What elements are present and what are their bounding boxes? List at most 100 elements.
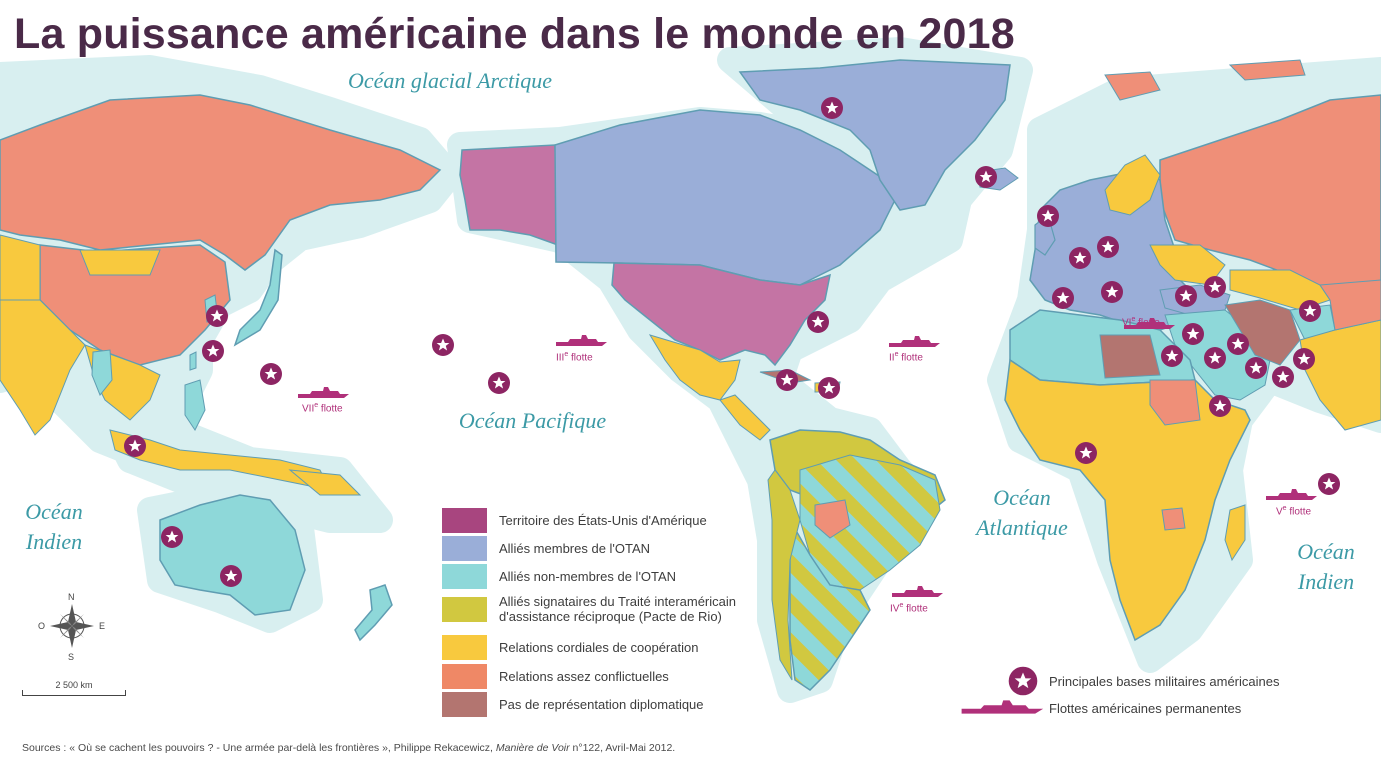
military-base-star-icon — [124, 435, 146, 457]
legend-swatch — [442, 564, 487, 589]
ocean-label-pacific: Océan Pacifique — [458, 408, 607, 433]
fleet-ship-icon — [961, 700, 1044, 714]
legend-label: Relations assez conflictuelles — [499, 669, 669, 684]
sudan — [1149, 379, 1201, 426]
legend-item-fleets: Flottes américaines permanentes — [955, 698, 1241, 718]
legend-item-usa: Territoire des États-Unis d'Amérique — [442, 508, 707, 533]
military-base-star-icon — [1204, 276, 1226, 298]
fleet-ship-icon — [889, 336, 940, 347]
legend-label: Principales bases militaires américaines — [1049, 673, 1280, 689]
new-zealand — [354, 584, 393, 642]
west-coast-sa — [767, 469, 801, 681]
source-note: Sources : « Où se cachent les pouvoirs ?… — [22, 742, 676, 754]
military-base-star-icon — [807, 311, 829, 333]
military-base-star-icon — [1037, 205, 1059, 227]
military-base-star-icon — [1182, 323, 1204, 345]
legend-swatch — [442, 635, 487, 660]
libya — [1099, 334, 1161, 379]
arctic-islands — [1104, 59, 1306, 101]
military-base-star-icon — [1175, 285, 1197, 307]
military-base-star-icon — [1209, 395, 1231, 417]
military-base-star-icon — [1101, 281, 1123, 303]
usa — [611, 262, 831, 367]
legend-label: Relations cordiales de coopération — [499, 640, 699, 655]
ocean-label-indian-east: Océan Indien — [1297, 539, 1355, 594]
legend-swatch — [442, 508, 487, 533]
india — [0, 299, 86, 436]
military-base-star-icon — [1318, 473, 1340, 495]
legend-item-non-nato: Alliés non-membres de l'OTAN — [442, 564, 676, 589]
greenland — [738, 59, 1011, 211]
scale-bar: 2 500 km — [22, 680, 126, 696]
military-base-star-icon — [206, 305, 228, 327]
military-base-star-icon — [776, 369, 798, 391]
fleet-label-sixth: VIe flotte — [1122, 316, 1160, 329]
scale-bar-line — [22, 690, 126, 696]
military-base-star-icon — [161, 526, 183, 548]
fleet-label-second: IIe flotte — [889, 351, 923, 364]
military-base-star-icon — [432, 334, 454, 356]
ocean-label-indian-west: Océan Indien — [25, 499, 83, 554]
compass-north: N — [68, 592, 75, 602]
military-base-star-icon — [488, 372, 510, 394]
military-base-star-icon — [1075, 442, 1097, 464]
bolivia — [814, 499, 851, 539]
legend-label: Alliés membres de l'OTAN — [499, 541, 651, 556]
military-base-star-icon — [975, 166, 997, 188]
base-star-icon — [1008, 666, 1038, 696]
legend-item-nato: Alliés membres de l'OTAN — [442, 536, 650, 561]
scale-label: 2 500 km — [55, 680, 93, 690]
brazil-stripes — [799, 454, 941, 591]
compass-west: O — [38, 621, 46, 631]
mongolia — [79, 249, 161, 276]
papua — [288, 469, 362, 496]
australia — [159, 494, 306, 616]
military-base-star-icon — [1097, 236, 1119, 258]
legend-item-rio: Alliés signataires du Traité interaméric… — [442, 594, 784, 624]
mexico — [648, 334, 741, 401]
fleet-ship-icon — [298, 387, 349, 398]
legend-item-cordial: Relations cordiales de coopération — [442, 635, 698, 660]
china-east — [1319, 279, 1381, 331]
military-base-star-icon — [1161, 345, 1183, 367]
japan — [233, 248, 283, 347]
legend-item-bases: Principales bases militaires américaines — [955, 664, 1279, 698]
alaska — [459, 144, 559, 247]
military-base-star-icon — [260, 363, 282, 385]
russia-east — [0, 94, 442, 271]
legend-label: Flottes américaines permanentes — [1049, 700, 1242, 716]
zimbabwe — [1161, 507, 1186, 531]
legend-item-conflict: Relations assez conflictuelles — [442, 664, 669, 689]
central-america — [719, 394, 771, 441]
legend-swatch — [442, 596, 487, 622]
legend-swatch — [442, 664, 487, 689]
military-base-star-icon — [1069, 247, 1091, 269]
military-base-star-icon — [1272, 366, 1294, 388]
compass-rose-icon — [50, 604, 94, 648]
vietnam — [91, 349, 113, 396]
south-asia-east — [1299, 319, 1381, 431]
military-base-star-icon — [220, 565, 242, 587]
military-base-star-icon — [1293, 348, 1315, 370]
fleet-ship-icon — [892, 586, 943, 597]
ocean-label-atlantic: Océan Atlantique — [976, 485, 1068, 540]
ocean-label-arctic: Océan glacial Arctique — [347, 68, 553, 93]
scandinavia — [1104, 154, 1161, 216]
military-base-star-icon — [1204, 347, 1226, 369]
page-title: La puissance américaine dans le monde en… — [14, 10, 1015, 58]
military-base-star-icon — [202, 340, 224, 362]
philippines — [184, 379, 206, 431]
legend-swatch — [442, 536, 487, 561]
military-base-star-icon — [821, 97, 843, 119]
legend-item-none: Pas de représentation diplomatique — [442, 692, 704, 717]
compass-south: S — [68, 652, 75, 662]
fleet-ship-icon — [1266, 489, 1317, 500]
military-base-star-icon — [818, 377, 840, 399]
africa-main — [1004, 358, 1251, 642]
fleet-label-seventh: VIIe flotte — [302, 402, 343, 415]
taiwan — [189, 351, 197, 371]
south-america-south — [789, 517, 871, 691]
legend-label: Alliés non-membres de l'OTAN — [499, 569, 677, 584]
military-base-star-icon — [1245, 357, 1267, 379]
